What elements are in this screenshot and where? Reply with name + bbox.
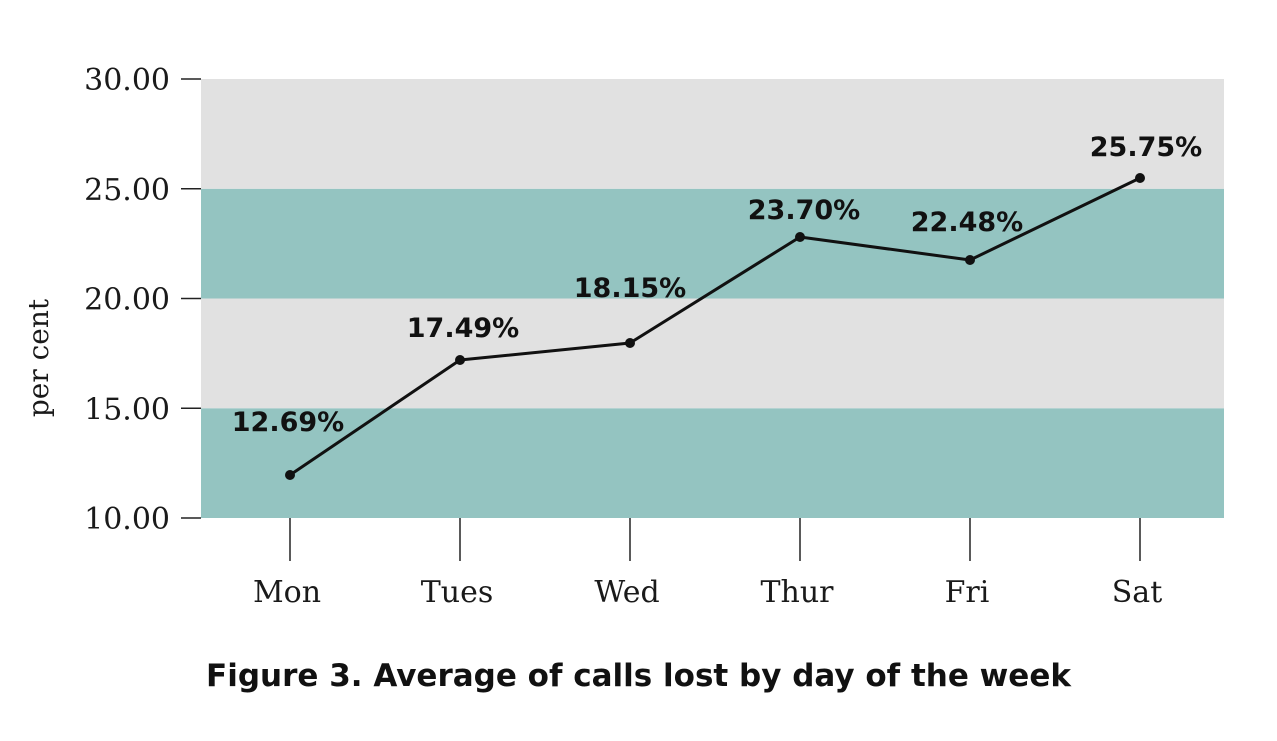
y-tick-label-4: 30.00	[84, 63, 170, 98]
data-labels: 12.69% 17.49% 18.15% 23.70% 22.48% 25.75%	[232, 132, 1202, 438]
data-label-sat: 25.75%	[1090, 132, 1202, 163]
data-label-thur: 23.70%	[748, 195, 860, 226]
data-label-wed: 18.15%	[574, 273, 686, 304]
band-2	[201, 188, 1224, 299]
y-axis: 10.00 15.00 20.00 25.00 30.00	[84, 63, 201, 537]
data-point-fri	[965, 255, 975, 265]
x-tick-label-4: Fri	[945, 575, 990, 610]
data-point-thur	[795, 232, 805, 242]
x-tick-label-1: Tues	[421, 575, 493, 610]
x-tick-label-2: Wed	[594, 575, 659, 610]
band-3	[201, 79, 1224, 189]
figure-caption: Figure 3. Average of calls lost by day o…	[206, 658, 1071, 694]
data-label-tues: 17.49%	[407, 313, 519, 344]
x-tick-label-0: Mon	[253, 575, 321, 610]
data-point-wed	[625, 338, 635, 348]
band-0	[201, 408, 1224, 518]
y-tick-label-1: 15.00	[84, 392, 170, 427]
data-point-sat	[1135, 173, 1145, 183]
data-label-mon: 12.69%	[232, 407, 344, 438]
x-axis: Mon Tues Wed Thur Fri Sat	[253, 518, 1162, 610]
y-tick-label-0: 10.00	[84, 502, 170, 537]
y-axis-title: per cent	[22, 298, 55, 417]
data-point-mon	[285, 470, 295, 480]
series-line-group	[285, 173, 1145, 480]
series-line-0	[289, 176, 1141, 477]
data-point-tues	[455, 355, 465, 365]
y-tick-label-2: 20.00	[84, 283, 170, 318]
data-label-fri: 22.48%	[911, 207, 1023, 238]
y-tick-label-3: 25.00	[84, 173, 170, 208]
band-1	[201, 298, 1224, 409]
x-tick-label-3: Thur	[761, 575, 835, 610]
background-bands	[201, 79, 1224, 518]
x-tick-label-5: Sat	[1112, 575, 1163, 610]
